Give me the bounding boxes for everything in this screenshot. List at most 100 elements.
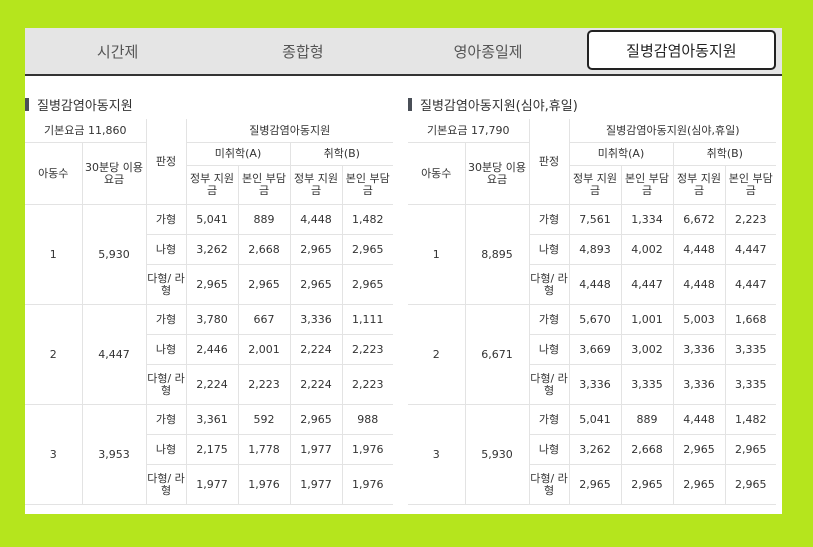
table-row: 다형/ 라형 4,448 4,447 4,448 4,447 — [408, 264, 777, 305]
table-row: 1 8,895 가형 7,561 1,334 6,672 2,223 — [408, 204, 777, 305]
tab-hourly[interactable]: 시간제 — [96, 42, 139, 61]
grade-label: 나형 — [529, 434, 570, 465]
b-gov-value: 6,672 — [673, 204, 726, 235]
b-self-value: 2,965 — [342, 264, 394, 305]
a-self-value: 1,778 — [238, 434, 291, 465]
section-title-left: 질병감염아동지원 — [25, 95, 133, 114]
tab-comprehensive[interactable]: 종합형 — [282, 42, 324, 61]
rate-value: 5,930 — [82, 204, 147, 305]
self-pay-header: 본인 부담금 — [342, 165, 394, 205]
a-gov-value: 2,965 — [569, 464, 622, 505]
b-gov-value: 2,965 — [673, 434, 726, 465]
b-gov-value: 4,448 — [673, 264, 726, 305]
rate-value: 4,447 — [82, 304, 147, 405]
table-row: 나형 2,175 1,778 1,977 1,976 — [25, 434, 394, 465]
a-self-value: 3,002 — [621, 334, 674, 365]
b-gov-value: 2,965 — [290, 264, 343, 305]
gov-subsidy-header: 정부 지원금 — [290, 165, 343, 205]
table-row: 나형 2,446 2,001 2,224 2,223 — [25, 334, 394, 365]
group-header: 질병감염아동지원(심야,휴일) — [569, 119, 777, 143]
children-count: 3 — [408, 404, 466, 505]
b-self-value: 2,223 — [342, 334, 394, 365]
a-gov-value: 3,262 — [569, 434, 622, 465]
section-title-left-text: 질병감염아동지원 — [37, 99, 133, 114]
grade-label: 나형 — [529, 234, 570, 265]
self-pay-header: 본인 부담금 — [238, 165, 291, 205]
self-pay-header: 본인 부담금 — [621, 165, 674, 205]
b-gov-value: 1,977 — [290, 464, 343, 505]
a-self-value: 4,002 — [621, 234, 674, 265]
a-gov-value: 3,780 — [186, 304, 239, 335]
b-self-value: 1,111 — [342, 304, 394, 335]
rate-value: 6,671 — [465, 304, 530, 405]
b-gov-value: 5,003 — [673, 304, 726, 335]
children-count-header: 아동수 — [25, 142, 83, 205]
grade-label: 가형 — [529, 204, 570, 235]
a-gov-value: 5,041 — [186, 204, 239, 235]
b-self-value: 1,976 — [342, 464, 394, 505]
a-self-value: 1,001 — [621, 304, 674, 335]
header-row: 정부 지원금 본인 부담금 정부 지원금 본인 부담금 — [25, 165, 394, 205]
a-self-value: 889 — [238, 204, 291, 235]
grade-header: 판정 — [529, 119, 570, 205]
rate-value: 5,930 — [465, 404, 530, 505]
children-count-header: 아동수 — [408, 142, 466, 205]
table-row: 1 5,930 가형 5,041 889 4,448 1,482 — [25, 204, 394, 305]
grade-label: 가형 — [146, 404, 187, 435]
tab-sick-child-support[interactable]: 질병감염아동지원 — [586, 30, 776, 70]
b-gov-value: 3,336 — [290, 304, 343, 335]
a-self-value: 2,965 — [238, 264, 291, 305]
group-header: 질병감염아동지원 — [186, 119, 394, 143]
tab-infant-fullday[interactable]: 영아종일제 — [453, 42, 523, 61]
table-row: 다형/ 라형 1,977 1,976 1,977 1,976 — [25, 464, 394, 505]
b-self-value: 2,223 — [725, 204, 777, 235]
grade-label: 가형 — [529, 404, 570, 435]
grade-header: 판정 — [146, 119, 187, 205]
gov-subsidy-header: 정부 지원금 — [186, 165, 239, 205]
not-school-header: 미취학(A) — [186, 142, 291, 166]
b-self-value: 1,668 — [725, 304, 777, 335]
gov-subsidy-header: 정부 지원금 — [569, 165, 622, 205]
fee-table-left: 기본요금 11,860 판정 질병감염아동지원 아동수 30분당 이용요금 미취학(A) 취… — [25, 119, 394, 505]
rate-header: 30분당 이용요금 — [465, 142, 530, 205]
header-row: 아동수 30분당 이용요금 미취학(A) 취학(B) — [25, 142, 394, 205]
a-self-value: 1,334 — [621, 204, 674, 235]
b-self-value: 1,976 — [342, 434, 394, 465]
a-self-value: 1,976 — [238, 464, 291, 505]
b-self-value: 3,335 — [725, 364, 777, 405]
grade-label: 나형 — [529, 334, 570, 365]
b-self-value: 4,447 — [725, 234, 777, 265]
table-row: 나형 4,893 4,002 4,448 4,447 — [408, 234, 777, 265]
a-self-value: 667 — [238, 304, 291, 335]
grade-label: 나형 — [146, 334, 187, 365]
a-gov-value: 5,670 — [569, 304, 622, 335]
section-title-right: 질병감염아동지원(심야,휴일) — [408, 95, 578, 114]
b-self-value: 1,482 — [725, 404, 777, 435]
a-self-value: 889 — [621, 404, 674, 435]
a-self-value: 2,223 — [238, 364, 291, 405]
table-row: 나형 3,262 2,668 2,965 2,965 — [408, 434, 777, 465]
a-gov-value: 3,262 — [186, 234, 239, 265]
table-row: 3 5,930 가형 5,041 889 4,448 1,482 — [408, 404, 777, 505]
b-self-value: 2,965 — [725, 464, 777, 505]
a-self-value: 2,668 — [621, 434, 674, 465]
header-row: 아동수 30분당 이용요금 미취학(A) 취학(B) — [408, 142, 777, 205]
table-row: 다형/ 라형 3,336 3,335 3,336 3,335 — [408, 364, 777, 405]
b-self-value: 4,447 — [725, 264, 777, 305]
content-panel: 시간제 종합형 영아종일제 질병감염아동지원 질병감염아동지원 질병감염아동지원… — [25, 28, 782, 514]
b-gov-value: 4,448 — [290, 204, 343, 235]
a-self-value: 2,001 — [238, 334, 291, 365]
table-row: 3 3,953 가형 3,361 592 2,965 988 — [25, 404, 394, 505]
b-self-value: 2,965 — [725, 434, 777, 465]
a-self-value: 592 — [238, 404, 291, 435]
base-fee: 기본요금 17,790 — [408, 119, 530, 143]
not-school-header: 미취학(A) — [569, 142, 674, 166]
grade-label: 다형/ 라형 — [529, 364, 570, 405]
base-fee: 기본요금 11,860 — [25, 119, 147, 143]
header-row: 기본요금 11,860 판정 질병감염아동지원 — [25, 119, 394, 205]
section-title-right-text: 질병감염아동지원(심야,휴일) — [420, 99, 578, 114]
b-gov-value: 2,224 — [290, 364, 343, 405]
bar-icon — [408, 98, 412, 111]
grade-label: 나형 — [146, 234, 187, 265]
a-gov-value: 3,669 — [569, 334, 622, 365]
